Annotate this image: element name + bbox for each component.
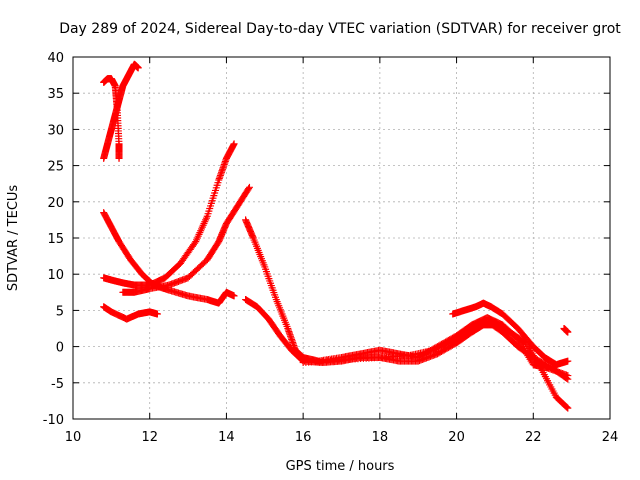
y-tick-label: 20 [47, 196, 64, 211]
series-arc-c [100, 140, 238, 289]
data-point [564, 375, 572, 383]
data-point [564, 357, 572, 365]
data-point [297, 356, 305, 364]
data-point [564, 404, 572, 412]
series-arc-b [100, 75, 123, 162]
plot-frame [72, 56, 611, 420]
x-tick-label: 14 [218, 430, 235, 445]
data-point [230, 292, 238, 300]
y-tick-label: 5 [56, 304, 64, 319]
y-tick-label: 10 [47, 268, 64, 283]
x-tick-label: 20 [448, 430, 465, 445]
data-point [245, 185, 253, 193]
x-axis-label: GPS time / hours [286, 459, 395, 474]
data-points [100, 60, 572, 412]
tick-labels: 10 12 14 16 18 20 22 24 -10 -5 0 5 10 15 20 25 30 35 40 [43, 51, 619, 445]
y-tick-label: 15 [47, 232, 64, 247]
series-arc-d [119, 183, 253, 296]
y-tick-label: -5 [51, 377, 64, 392]
series-arc-h [242, 296, 572, 412]
series-arc-f [100, 303, 161, 323]
data-point [134, 64, 142, 72]
grid-lines [73, 57, 610, 419]
y-tick-label: 25 [47, 160, 64, 175]
data-point [449, 337, 457, 345]
series-arc-e [100, 209, 238, 307]
data-point [436, 343, 444, 351]
data-point [446, 338, 454, 346]
series-arc-i [299, 317, 572, 383]
data-point [430, 346, 438, 354]
y-tick-label: 30 [47, 123, 64, 138]
data-point [153, 310, 161, 318]
data-point [433, 345, 441, 353]
x-tick-label: 10 [65, 430, 82, 445]
y-axis-label: SDTVAR / TECUs [6, 185, 21, 292]
y-tick-label: -10 [43, 413, 64, 428]
data-point [431, 345, 439, 353]
series-arc-k [560, 325, 572, 336]
x-tick-label: 22 [525, 430, 542, 445]
chart-title: Day 289 of 2024, Sidereal Day-to-day VTE… [59, 21, 621, 37]
data-point [562, 403, 570, 411]
x-tick-label: 18 [372, 430, 389, 445]
data-point [438, 342, 446, 350]
x-tick-label: 16 [295, 430, 312, 445]
data-point [115, 154, 123, 162]
data-point [441, 341, 449, 349]
x-tick-label: 24 [602, 430, 619, 445]
data-point [448, 338, 456, 346]
data-point [563, 374, 571, 382]
y-tick-label: 0 [56, 341, 64, 356]
x-tick-label: 12 [141, 430, 158, 445]
data-point [444, 339, 452, 347]
data-point [439, 342, 447, 350]
y-tick-label: 40 [47, 51, 64, 66]
data-point [434, 344, 442, 352]
data-point [230, 140, 238, 148]
data-point [443, 340, 451, 348]
data-point [564, 328, 572, 336]
data-point [245, 183, 253, 191]
y-tick-label: 35 [47, 87, 64, 102]
series-arc-j [449, 299, 572, 369]
data-point [563, 403, 571, 411]
